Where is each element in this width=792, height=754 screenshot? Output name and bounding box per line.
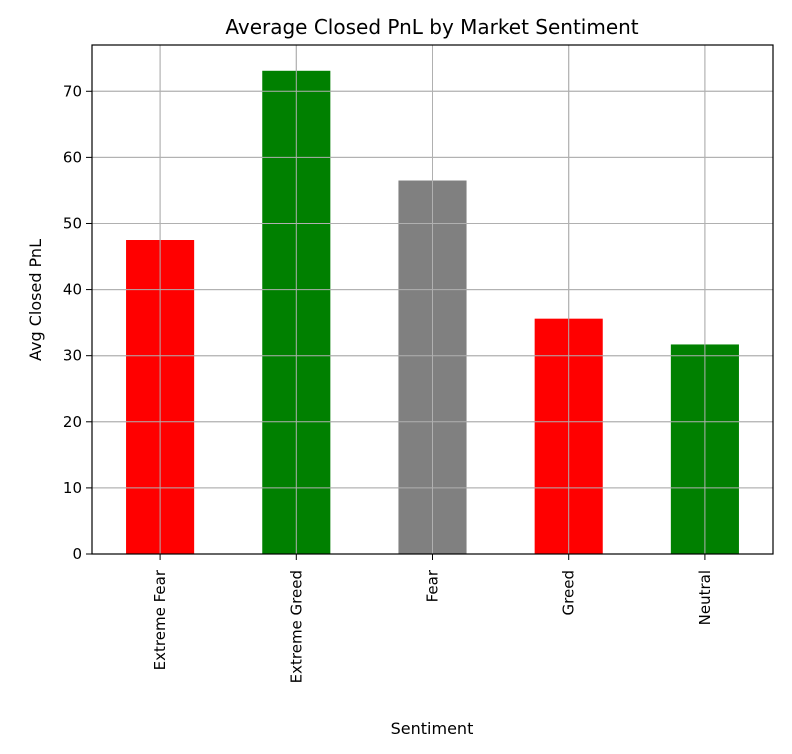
x-tick-label: Greed bbox=[560, 570, 578, 615]
y-tick-label: 0 bbox=[72, 545, 82, 563]
bars bbox=[92, 45, 773, 555]
chart-title: Average Closed PnL by Market Sentiment bbox=[225, 15, 638, 39]
plot-frame bbox=[91, 44, 774, 555]
x-axis-label: Sentiment bbox=[391, 719, 474, 738]
y-tick-label: 60 bbox=[63, 148, 82, 166]
y-axis-ticks: 0 10 20 30 40 50 60 70 bbox=[63, 82, 92, 563]
y-tick-label: 20 bbox=[63, 413, 82, 431]
x-tick-label: Neutral bbox=[696, 570, 714, 625]
x-tick-label: Extreme Greed bbox=[287, 570, 305, 683]
y-tick-label: 70 bbox=[63, 82, 82, 100]
y-tick-label: 30 bbox=[63, 347, 82, 365]
y-axis-label: Avg Closed PnL bbox=[26, 239, 45, 361]
x-tick-label: Extreme Fear bbox=[151, 569, 169, 670]
x-tick-label: Fear bbox=[424, 569, 442, 602]
y-tick-label: 40 bbox=[63, 281, 82, 299]
y-tick-label: 10 bbox=[63, 479, 82, 497]
y-tick-label: 50 bbox=[63, 214, 82, 232]
x-axis-ticks: Extreme Fear Extreme Greed Fear Greed Neutra… bbox=[151, 554, 714, 683]
